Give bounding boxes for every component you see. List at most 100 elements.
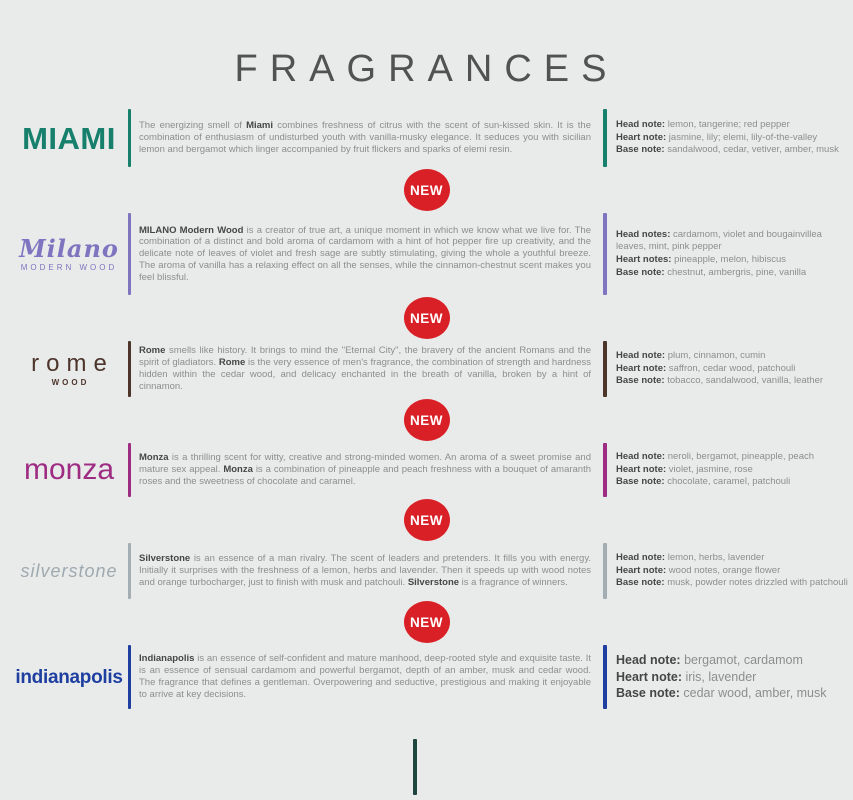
fragrance-notes: Head note: lemon, tangerine; red pepper H… — [616, 119, 853, 157]
description-text: is an essence of self-confident and matu… — [139, 653, 591, 700]
note-label: Base note: — [616, 375, 668, 387]
note-label: Head note: — [616, 653, 685, 668]
fragrance-logo-text: monza — [23, 453, 115, 486]
note-value: neroli, bergamot, pineapple, peach — [667, 450, 815, 462]
fragrance-name-bold: Rome — [139, 345, 166, 357]
note-value: wood notes, orange flower — [668, 564, 781, 576]
new-badge: NEW — [403, 499, 450, 541]
note-label: Heart notes: — [616, 254, 675, 265]
note-value: sandalwood, cedar, vetiver, amber, musk — [667, 144, 839, 156]
fragrance-notes: Head note: neroli, bergamot, pineapple, … — [616, 451, 853, 489]
fragrance-description: Indianapolis is an essence of self-confi… — [139, 653, 591, 700]
new-badge: NEW — [403, 399, 450, 441]
note-value: violet, jasmine, rose — [668, 463, 753, 475]
note-label: Head note: — [616, 450, 668, 462]
fragrance-notes: Head note: lemon, herbs, lavender Heart n… — [616, 552, 853, 590]
fragrance-logo-subtext: WOOD — [51, 377, 90, 387]
page-title: FRAGRANCES — [234, 48, 619, 90]
fragrance-name-bold: Silverstone — [139, 553, 191, 565]
description-text: is the very essence of men's fragrance, … — [139, 357, 592, 392]
note-label: Base note: — [616, 266, 668, 278]
fragrance-description: The energizing smell of Miami combines f… — [139, 120, 591, 155]
fragrance-row-milano: Milano MODERN WOOD MILANO Modern Wood is… — [16, 213, 853, 295]
note-line: Base note: cedar wood, amber, musk — [616, 685, 849, 702]
new-badge-label: NEW — [410, 614, 443, 630]
description-text: The energizing smell of — [139, 120, 247, 132]
note-line: Heart note: violet, jasmine, rose — [616, 464, 849, 477]
note-line: Head note: lemon, herbs, lavender — [616, 552, 849, 565]
fragrance-description: MILANO Modern Wood is a creator of true … — [139, 225, 591, 284]
note-line: Base note: musk, powder notes drizzled w… — [616, 577, 849, 590]
note-label: Head notes: — [616, 228, 674, 240]
fragrance-logo: silverstone — [16, 543, 122, 599]
new-badge-label: NEW — [410, 182, 443, 198]
note-label: Base note: — [616, 686, 684, 701]
description-text: is a combination of pineapple and peach … — [139, 464, 592, 487]
note-label: Heart note: — [616, 131, 669, 143]
note-label: Base note: — [616, 144, 668, 156]
note-value: chestnut, ambergris, pine, vanilla — [667, 266, 807, 278]
fragrance-row-rome: rome WOOD Rome smells like history. It b… — [16, 341, 853, 397]
note-value: chocolate, caramel, patchouli — [667, 476, 791, 488]
new-badge: NEW — [403, 169, 450, 211]
note-label: Heart note: — [616, 564, 669, 576]
fragrance-logo: MIAMI — [16, 109, 122, 167]
description-accent-bar — [128, 109, 131, 167]
note-value: musk, powder notes drizzled with patchou… — [667, 577, 848, 589]
note-value: cedar wood, amber, musk — [683, 686, 827, 701]
fragrance-description: Silverstone is an essence of a man rival… — [139, 553, 591, 588]
fragrance-logo-text: rome — [31, 349, 114, 377]
fragrance-logo: indianapolis — [15, 645, 123, 709]
description-text: combines freshness of citrus with the sc… — [139, 120, 592, 155]
note-line: Base note: chocolate, caramel, patchouli — [616, 476, 849, 489]
fragrance-notes: Head note: plum, cinnamon, cumin Heart no… — [616, 350, 853, 388]
notes-accent-bar — [603, 443, 607, 497]
note-value: bergamot, cardamom — [684, 653, 803, 668]
fragrance-logo-text: indianapolis — [15, 666, 123, 688]
fragrance-logo-text: silverstone — [20, 561, 118, 581]
new-badge-label: NEW — [410, 412, 443, 428]
fragrance-description: Monza is a thrilling scent for witty, cr… — [139, 452, 591, 487]
fragrance-notes: Head note: bergamot, cardamom Heart note:… — [616, 652, 853, 702]
note-label: Heart note: — [616, 362, 669, 374]
note-line: Heart note: jasmine, lily; elemi, lily-o… — [616, 132, 849, 145]
new-badge-row: NEW — [0, 599, 853, 645]
note-value: plum, cinnamon, cumin — [667, 349, 766, 361]
note-line: Base note: sandalwood, cedar, vetiver, a… — [616, 144, 849, 157]
note-value: cardamom, violet and bougainvillea leave… — [616, 228, 822, 253]
description-accent-bar — [128, 443, 131, 497]
note-line: Head notes: cardamom, violet and bougain… — [616, 229, 849, 254]
new-badge-row: NEW — [0, 295, 853, 341]
note-label: Heart note: — [616, 669, 686, 684]
note-label: Base note: — [616, 476, 668, 488]
fragrance-name-bold: MILANO Modern Wood — [139, 224, 244, 236]
fragrance-row-indianapolis: indianapolis Indianapolis is an essence … — [15, 645, 853, 709]
note-value: lemon, tangerine; red pepper — [667, 118, 790, 130]
description-accent-bar — [128, 645, 131, 709]
notes-accent-bar — [603, 645, 607, 709]
fragrance-notes: Head notes: cardamom, violet and bougain… — [616, 229, 853, 280]
note-line: Heart note: iris, lavender — [616, 669, 849, 686]
description-text: is a thrilling scent for witty, creative… — [139, 452, 591, 476]
note-value: lemon, herbs, lavender — [667, 551, 765, 563]
new-badge-row: NEW — [0, 167, 853, 213]
fragrance-name-bold: Silverstone — [407, 576, 460, 588]
note-label: Head note: — [616, 118, 668, 130]
notes-accent-bar — [603, 341, 607, 397]
notes-accent-bar — [603, 543, 607, 599]
note-line: Head note: plum, cinnamon, cumin — [616, 350, 849, 363]
note-value: jasmine, lily; elemi, lily-of-the-valley — [668, 131, 818, 143]
fragrance-list: MIAMI The energizing smell of Miami comb… — [0, 109, 853, 709]
fragrance-logo-subtext: MODERN WOOD — [20, 262, 118, 272]
fragrance-logo: Milano MODERN WOOD — [16, 213, 122, 295]
note-value: pineapple, melon, hibiscus — [674, 254, 787, 265]
fragrance-name-bold: Indianapolis — [139, 653, 195, 665]
description-text: smells like history. It brings to mind t… — [139, 345, 591, 369]
new-badge-label: NEW — [410, 512, 443, 528]
fragrance-logo: monza — [16, 443, 122, 497]
notes-accent-bar — [603, 213, 607, 295]
fragrance-name-bold: Rome — [218, 357, 246, 369]
note-line: Heart note: saffron, cedar wood, patchou… — [616, 363, 849, 376]
fragrance-description: Rome smells like history. It brings to m… — [139, 345, 591, 392]
